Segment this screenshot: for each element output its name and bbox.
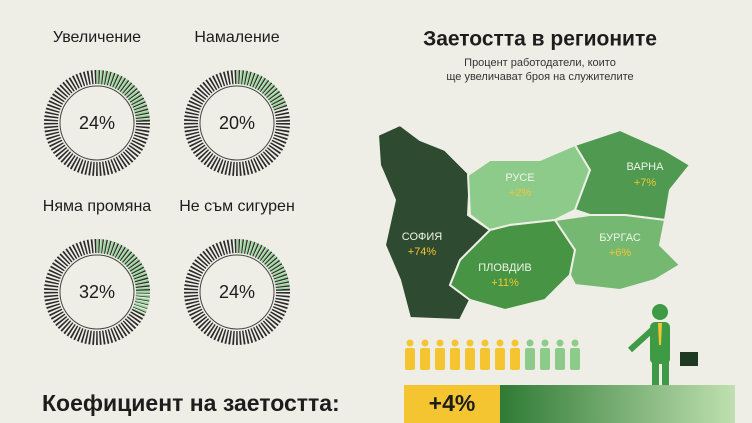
- person-head: [556, 339, 564, 347]
- region-label: +74%: [408, 246, 437, 258]
- person-head: [511, 339, 519, 347]
- gauge-value: 24%: [219, 282, 255, 302]
- person-body: [570, 348, 580, 370]
- gauge-inner: [199, 254, 275, 330]
- map-subtitle: Процент работодатели, които: [464, 57, 616, 69]
- gauge-label: Намаление: [194, 29, 279, 46]
- region-name: ПЛОВДИВ: [478, 262, 531, 274]
- gauge-ring: [184, 239, 290, 345]
- footer-box: [404, 385, 500, 423]
- gauge-ring: [184, 70, 290, 176]
- person-body: [525, 348, 535, 370]
- person-head: [541, 339, 549, 347]
- person-head: [466, 339, 474, 347]
- person-head: [421, 339, 429, 347]
- person-body: [405, 348, 415, 370]
- gauges: Увеличение 24% Намаление 20% Няма промяна 32%…: [43, 29, 295, 345]
- person-head: [406, 339, 414, 347]
- region-burgas: [553, 214, 682, 292]
- person-head: [571, 339, 579, 347]
- person-head: [496, 339, 504, 347]
- gauge-label: Няма промяна: [43, 198, 152, 215]
- person-body: [510, 348, 520, 370]
- gauge-inner: [199, 85, 275, 161]
- region-plovdiv: [448, 218, 577, 312]
- person-body: [450, 348, 460, 370]
- region-name: БУРГАС: [599, 232, 641, 244]
- region-label: +7%: [634, 177, 657, 189]
- gauge-inner: [59, 254, 135, 330]
- map-title: Заетостта в регионите: [423, 28, 657, 51]
- footer-bar: [500, 385, 735, 423]
- people-icons: [405, 339, 580, 370]
- person-body: [555, 348, 565, 370]
- map: СОФИЯ +74% РУСЕ +2% ВАРНА +7% ПЛОВДИВ +1…: [376, 123, 692, 322]
- region-name: СОФИЯ: [402, 231, 443, 243]
- region-name: РУСЕ: [505, 172, 534, 184]
- gauge-value: 32%: [79, 282, 115, 302]
- person-body: [480, 348, 490, 370]
- person-body: [435, 348, 445, 370]
- gauge-arc: [236, 70, 288, 112]
- map-subtitle: ще увеличават броя на служителите: [446, 71, 633, 83]
- gauge-label: Увеличение: [53, 29, 141, 46]
- person-body: [465, 348, 475, 370]
- person-body: [495, 348, 505, 370]
- person-body: [540, 348, 550, 370]
- region-label: +11%: [491, 277, 519, 289]
- footer-value: +4%: [429, 390, 476, 416]
- person-head: [481, 339, 489, 347]
- person-head: [526, 339, 534, 347]
- gauge-arc: [96, 70, 150, 121]
- gauge-value: 24%: [79, 113, 115, 133]
- gauge-label: Не съм сигурен: [179, 198, 295, 215]
- gauge-arc: [236, 239, 290, 290]
- person-body: [420, 348, 430, 370]
- gauge-ring: [44, 70, 150, 176]
- region-label: +2%: [509, 187, 532, 199]
- person-head: [436, 339, 444, 347]
- region-name: ВАРНА: [627, 161, 665, 173]
- person-head: [451, 339, 459, 347]
- region-label: +6%: [609, 247, 632, 259]
- footer-label: Коефициент на заетостта:: [42, 390, 340, 416]
- gauge-value: 20%: [219, 113, 255, 133]
- gauge-inner: [59, 85, 135, 161]
